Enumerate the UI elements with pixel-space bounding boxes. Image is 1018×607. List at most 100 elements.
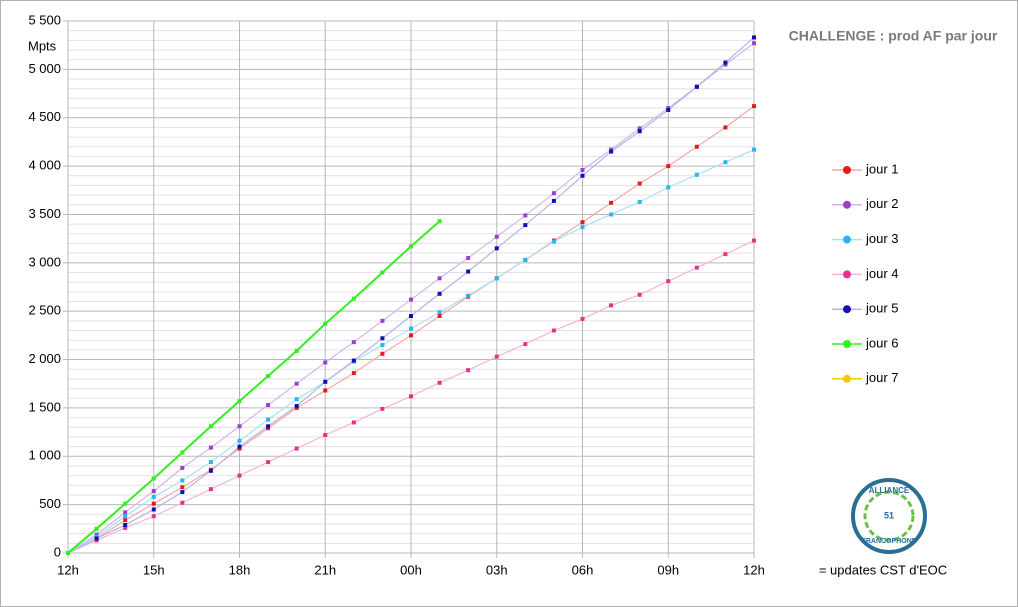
- data-point: [437, 276, 442, 281]
- data-point: [580, 167, 585, 172]
- data-point: [523, 342, 528, 347]
- data-point: [694, 84, 699, 89]
- data-point: [409, 244, 413, 249]
- data-point: [666, 279, 671, 284]
- data-point: [351, 296, 356, 301]
- data-point: [580, 316, 585, 321]
- data-point: [409, 333, 413, 338]
- x-tick-label: 03h: [486, 562, 508, 577]
- x-tick-label: 21h: [314, 562, 336, 577]
- legend-label: jour 3: [865, 231, 899, 246]
- data-point: [666, 107, 671, 112]
- data-point: [294, 446, 299, 451]
- data-point: [523, 223, 528, 228]
- legend-marker: [843, 235, 851, 244]
- data-point: [609, 212, 614, 217]
- data-point: [380, 343, 385, 348]
- data-point: [123, 501, 128, 506]
- x-tick-label: 12h: [57, 562, 79, 577]
- y-tick-label: 1 000: [28, 448, 61, 463]
- data-point: [752, 41, 756, 46]
- data-point: [380, 336, 385, 341]
- data-point: [237, 438, 242, 443]
- data-point: [723, 125, 728, 130]
- data-point: [151, 494, 156, 499]
- y-tick-label: 3 000: [28, 254, 61, 269]
- data-point: [351, 371, 356, 376]
- data-point: [237, 473, 242, 478]
- x-tick-label: 18h: [229, 562, 251, 577]
- data-point: [409, 326, 413, 331]
- data-point: [237, 424, 242, 429]
- series-line: [67, 220, 441, 554]
- chart-title: CHALLENGE : prod AF par jour: [789, 28, 998, 44]
- logo: ALLIANCE 51 FRANCOPHONE: [851, 478, 927, 554]
- data-point: [437, 380, 442, 385]
- data-point: [752, 147, 756, 152]
- data-point: [580, 173, 585, 178]
- data-point: [151, 476, 156, 481]
- data-point: [551, 239, 556, 244]
- x-tick-label: 12h: [743, 562, 765, 577]
- data-point: [437, 310, 442, 315]
- data-point: [323, 388, 328, 393]
- logo-bottom: FRANCOPHONE: [862, 538, 917, 545]
- data-point: [523, 213, 528, 218]
- data-point: [409, 297, 413, 302]
- data-point: [266, 460, 271, 465]
- data-point: [523, 257, 528, 262]
- data-point: [637, 199, 642, 204]
- data-point: [266, 373, 271, 378]
- legend-marker: [843, 340, 851, 348]
- data-point: [180, 490, 185, 495]
- data-point: [437, 219, 442, 224]
- y-tick-label: 2 500: [28, 303, 61, 318]
- legend-marker: [843, 374, 851, 383]
- data-point: [666, 164, 671, 169]
- data-point: [380, 406, 385, 411]
- data-point: [752, 35, 756, 40]
- x-tick-label: 15h: [143, 562, 165, 577]
- data-point: [294, 381, 299, 386]
- data-point: [94, 526, 99, 531]
- data-point: [323, 379, 328, 384]
- data-point: [123, 522, 128, 527]
- data-point: [409, 314, 413, 319]
- data-point: [180, 485, 185, 490]
- y-tick-label: 3 500: [28, 206, 61, 221]
- legend-marker: [843, 305, 851, 314]
- data-point: [237, 444, 242, 449]
- data-point: [494, 234, 499, 239]
- data-point: [151, 501, 156, 506]
- data-point: [123, 525, 128, 530]
- data-point: [151, 489, 156, 494]
- data-point: [466, 293, 471, 298]
- logo-top: ALLIANCE: [869, 486, 910, 495]
- x-tick-label: 06h: [572, 562, 594, 577]
- data-point: [208, 468, 213, 473]
- data-point: [637, 126, 642, 131]
- logo-inner: [863, 490, 915, 542]
- data-point: [494, 246, 499, 251]
- data-point: [151, 514, 156, 519]
- data-point: [208, 445, 213, 450]
- data-point: [237, 399, 242, 404]
- data-point: [551, 328, 556, 333]
- legend-marker: [843, 166, 851, 174]
- legend-label: jour 2: [865, 196, 899, 211]
- data-point: [323, 321, 328, 326]
- data-point: [380, 351, 385, 356]
- data-point: [466, 269, 471, 274]
- data-point: [351, 358, 356, 363]
- data-point: [666, 185, 671, 190]
- data-point: [752, 104, 756, 109]
- data-point: [351, 340, 356, 345]
- y-tick-label: 4 500: [28, 109, 61, 124]
- y-axis-label: Mpts: [28, 38, 57, 53]
- data-point: [323, 432, 328, 437]
- data-point: [494, 276, 499, 281]
- data-point: [580, 220, 585, 225]
- data-point: [723, 160, 728, 165]
- data-point: [208, 487, 213, 492]
